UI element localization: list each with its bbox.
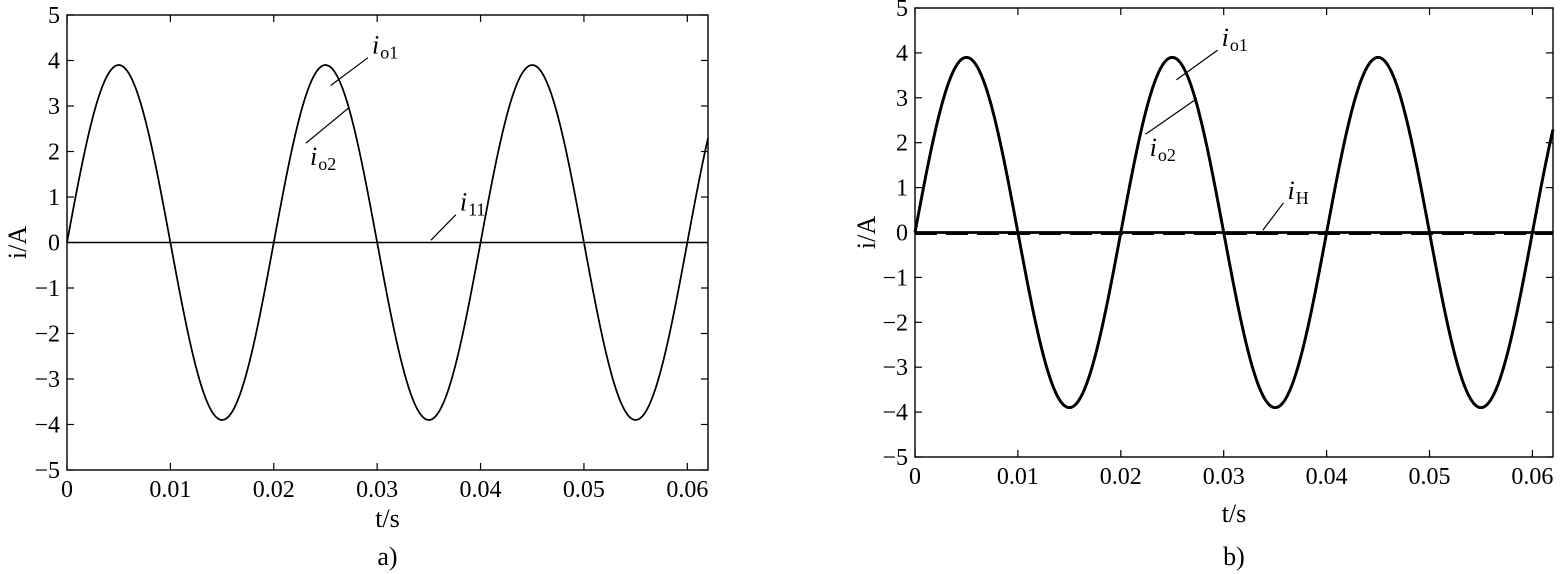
- x-tick-label: 0.06: [666, 477, 708, 503]
- x-tick-label: 0.05: [563, 477, 605, 503]
- series-label-main: i: [460, 188, 467, 217]
- x-tick-label: 0.01: [997, 464, 1039, 490]
- series-label-H: iH: [1288, 176, 1309, 208]
- y-tick-label: −5: [882, 445, 908, 471]
- y-tick-label: 3: [48, 94, 60, 120]
- y-tick-label: −1: [34, 276, 60, 302]
- panel-label: a): [377, 542, 397, 571]
- y-tick-label: 2: [48, 140, 60, 166]
- y-tick-label: 2: [896, 131, 908, 157]
- y-tick-label: −2: [882, 310, 908, 336]
- series-label-sub: o2: [318, 154, 336, 174]
- x-tick-label: 0.02: [253, 477, 295, 503]
- annotation-leader: [330, 57, 369, 87]
- series-line-o2: [66, 64, 709, 421]
- x-tick-label: 0.05: [1409, 464, 1451, 490]
- x-tick-label: 0: [61, 477, 73, 503]
- x-tick-label: 0.03: [1203, 464, 1245, 490]
- series-label-o1: io1: [1222, 23, 1248, 55]
- series-label-sub: 11: [468, 200, 485, 220]
- annotation-leader: [1176, 49, 1219, 81]
- y-tick-label: 4: [48, 49, 60, 75]
- y-tick-label: 5: [48, 3, 60, 29]
- x-tick-label: 0.02: [1100, 464, 1142, 490]
- y-tick-label: −3: [882, 355, 908, 381]
- series-label-main: i: [1288, 176, 1295, 205]
- y-tick-label: 4: [896, 41, 908, 67]
- y-tick-label: −2: [34, 322, 60, 348]
- x-tick-label: 0.04: [460, 477, 502, 503]
- x-tick-label: 0: [909, 464, 921, 490]
- series-label-sub: o1: [380, 43, 398, 63]
- annotation-leader: [1145, 99, 1196, 135]
- y-axis-label: i/A: [3, 226, 32, 259]
- x-axis-label: t/s: [1222, 499, 1247, 528]
- y-tick-label: 1: [896, 176, 908, 202]
- series-label-o2: io2: [1150, 133, 1176, 165]
- series-label-main: i: [1150, 133, 1157, 162]
- series-label-11: i11: [460, 188, 486, 220]
- series-label-sub: o2: [1158, 145, 1176, 165]
- annotation-leader: [1262, 202, 1284, 231]
- x-tick-label: 0.03: [356, 477, 398, 503]
- y-tick-label: 3: [896, 86, 908, 112]
- annotation-leader: [305, 107, 349, 144]
- series-label-main: i: [1222, 23, 1229, 52]
- y-tick-label: −4: [882, 400, 908, 426]
- y-tick-label: −4: [34, 413, 60, 439]
- y-tick-label: 5: [896, 0, 908, 22]
- series-label-main: i: [310, 142, 317, 171]
- series-label-main: i: [372, 31, 379, 60]
- y-tick-label: 1: [48, 185, 60, 211]
- panel-label: b): [1223, 542, 1245, 571]
- y-tick-label: −5: [34, 458, 60, 484]
- series-label-sub: o1: [1230, 35, 1248, 55]
- y-tick-label: 0: [896, 221, 908, 247]
- x-tick-label: 0.01: [149, 477, 191, 503]
- series-line-o2: [913, 55, 1555, 410]
- annotation-leader: [430, 214, 457, 241]
- y-axis-label: i/A: [852, 216, 881, 249]
- series-label-o1: io1: [372, 31, 398, 63]
- y-tick-label: −1: [882, 265, 908, 291]
- x-tick-label: 0.04: [1306, 464, 1348, 490]
- series-label-sub: H: [1296, 188, 1309, 208]
- y-tick-label: 0: [48, 231, 60, 257]
- x-axis-label: t/s: [375, 504, 400, 533]
- y-tick-label: −3: [34, 367, 60, 393]
- x-tick-label: 0.06: [1511, 464, 1553, 490]
- series-label-o2: io2: [310, 142, 336, 174]
